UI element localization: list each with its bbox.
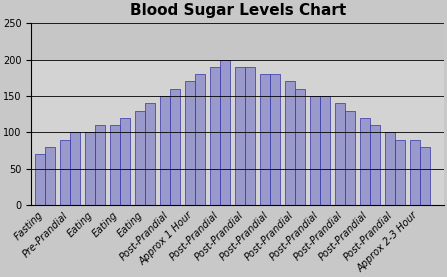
Bar — [385, 132, 395, 205]
Bar — [235, 67, 245, 205]
Bar — [360, 118, 370, 205]
Bar — [135, 111, 145, 205]
Bar — [210, 67, 220, 205]
Bar — [31, 23, 444, 60]
Bar — [170, 89, 180, 205]
Bar — [310, 96, 320, 205]
Bar — [95, 125, 105, 205]
Bar — [120, 118, 131, 205]
Bar — [395, 140, 405, 205]
Bar — [160, 96, 170, 205]
Bar — [320, 96, 330, 205]
Bar — [420, 147, 430, 205]
Bar — [335, 103, 345, 205]
Bar — [370, 125, 380, 205]
Bar — [110, 125, 120, 205]
Bar — [260, 74, 270, 205]
Bar — [35, 154, 45, 205]
Bar — [145, 103, 156, 205]
Bar — [60, 140, 70, 205]
Bar — [270, 74, 280, 205]
Bar — [70, 132, 80, 205]
Bar — [220, 60, 230, 205]
Bar — [45, 147, 55, 205]
Bar — [409, 140, 420, 205]
Bar — [245, 67, 255, 205]
Bar — [85, 132, 95, 205]
Bar — [345, 111, 355, 205]
Bar — [195, 74, 205, 205]
Title: Blood Sugar Levels Chart: Blood Sugar Levels Chart — [130, 3, 346, 18]
Bar — [285, 81, 295, 205]
Bar — [295, 89, 305, 205]
Bar — [185, 81, 195, 205]
